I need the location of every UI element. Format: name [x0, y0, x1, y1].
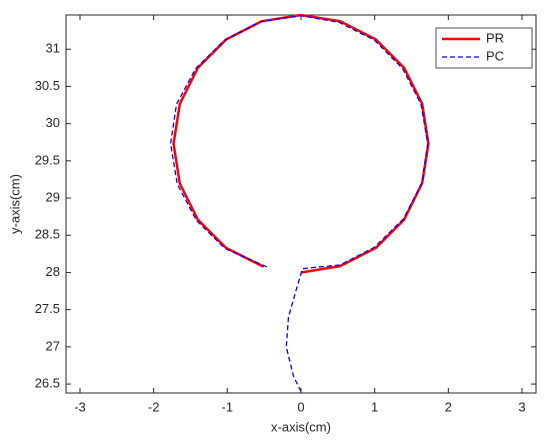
- x-tick-label: -3: [74, 399, 86, 414]
- plot-area: [65, 14, 537, 394]
- x-tick-label: 0: [297, 399, 304, 414]
- series-line: [172, 13, 430, 274]
- legend-box: [435, 27, 533, 69]
- y-tick-label: 30: [46, 115, 60, 130]
- y-axis-label: y-axis(cm): [7, 174, 22, 234]
- legend-label: PR: [486, 30, 504, 45]
- x-tick-label: 2: [445, 399, 452, 414]
- y-tick-label: 31: [46, 41, 60, 56]
- y-tick-label: 30.5: [35, 78, 60, 93]
- x-tick-label: -2: [148, 399, 160, 414]
- x-tick-label: 1: [371, 399, 378, 414]
- legend-label: PC: [486, 48, 504, 63]
- x-tick-label: 3: [518, 399, 525, 414]
- y-tick-label: 27.5: [35, 301, 60, 316]
- series-line: [169, 15, 429, 392]
- y-tick-label: 28.5: [35, 227, 60, 242]
- x-tick-label: -1: [222, 399, 234, 414]
- y-tick-label: 27: [46, 338, 60, 353]
- y-tick-label: 28: [46, 264, 60, 279]
- y-tick-label: 26.5: [35, 376, 60, 391]
- y-tick-label: 29.5: [35, 152, 60, 167]
- x-axis-label: x-axis(cm): [271, 419, 331, 434]
- y-tick-label: 29: [46, 189, 60, 204]
